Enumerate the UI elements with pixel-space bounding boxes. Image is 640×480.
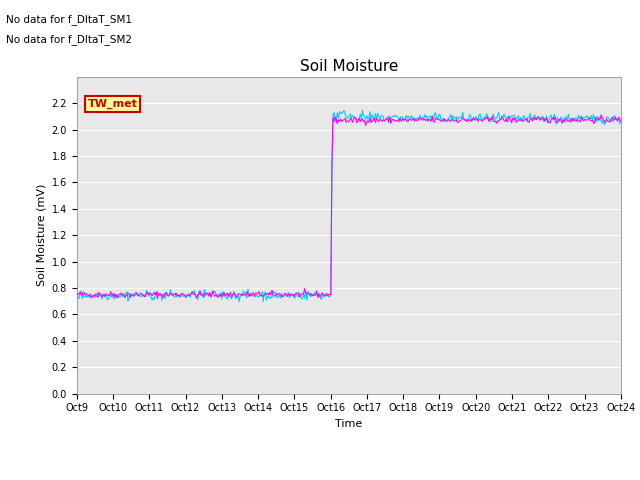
Y-axis label: Soil Moisture (mV): Soil Moisture (mV): [36, 184, 46, 287]
Text: No data for f_DltaT_SM2: No data for f_DltaT_SM2: [6, 34, 132, 45]
X-axis label: Time: Time: [335, 419, 362, 429]
Title: Soil Moisture: Soil Moisture: [300, 59, 398, 74]
Text: No data for f_DltaT_SM1: No data for f_DltaT_SM1: [6, 14, 132, 25]
Text: TW_met: TW_met: [88, 99, 138, 109]
